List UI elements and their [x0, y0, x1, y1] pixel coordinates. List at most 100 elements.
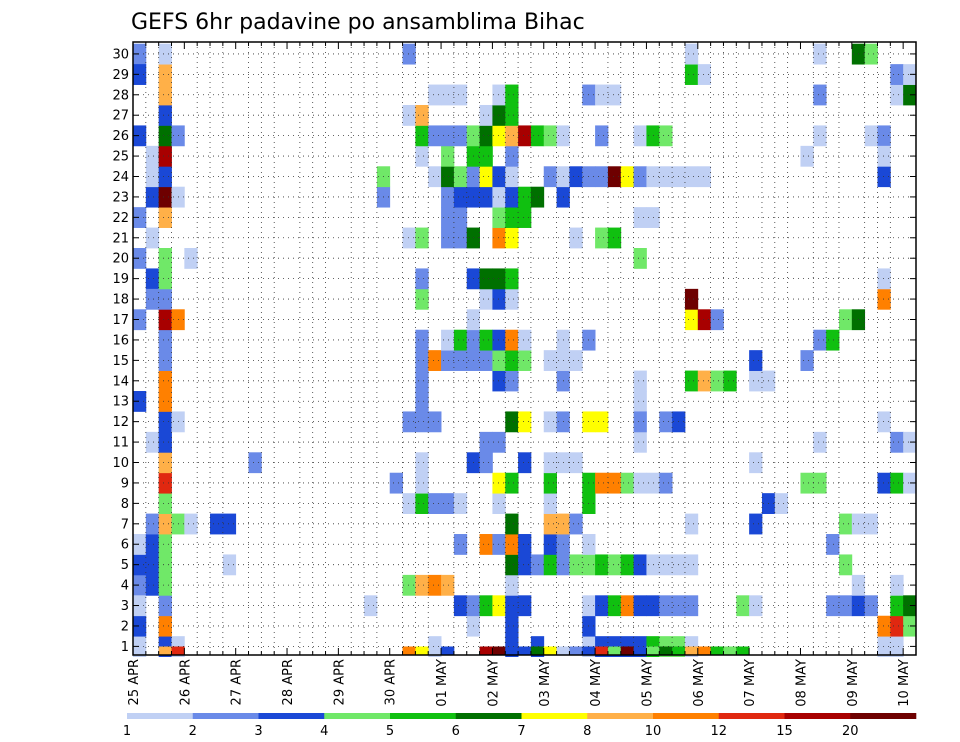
precip-cell [903, 64, 917, 85]
precip-cell [543, 452, 557, 474]
precip-cell [697, 370, 712, 392]
strip-cell [569, 646, 583, 655]
precip-cell [633, 595, 647, 617]
x-tick-label: 03 MAY [538, 659, 553, 707]
precip-cell [838, 554, 853, 576]
precip-cell [492, 595, 506, 617]
x-tick-label: 01 MAY [435, 659, 450, 707]
x-tick-label: 29 APR [332, 659, 347, 705]
precip-cell [633, 248, 647, 269]
precip-cell [684, 595, 699, 617]
precip-cell [505, 125, 519, 147]
strip-cell [710, 646, 724, 655]
colorbar-swatch [192, 713, 259, 719]
precip-cell [428, 636, 442, 657]
strip-cell [595, 646, 609, 655]
strip-cell [518, 646, 532, 655]
precip-cell [543, 472, 557, 494]
colorbar-label: 7 [517, 724, 525, 739]
precip-cell [684, 554, 699, 576]
precip-cell [479, 350, 493, 371]
precip-cell [210, 513, 224, 535]
precip-cell [145, 431, 160, 453]
precip-cell [518, 207, 532, 228]
precip-cell [518, 411, 532, 433]
precip-cell [415, 493, 429, 514]
precip-cell [569, 513, 583, 535]
precip-cell [158, 145, 172, 167]
precip-cell [530, 125, 545, 147]
strip-cell [171, 646, 185, 655]
colorbar-label: 4 [320, 724, 328, 739]
precip-cell [595, 84, 609, 106]
precip-cell [890, 574, 904, 596]
precip-cell [890, 64, 904, 85]
precip-cell [222, 554, 237, 576]
precip-cell [184, 248, 198, 269]
strip-cell [659, 646, 673, 655]
precip-cell [864, 125, 878, 147]
precip-cell [684, 288, 699, 310]
strip-cell [672, 646, 686, 655]
precip-cell [838, 309, 853, 331]
precip-cell [569, 227, 583, 249]
precip-cell [158, 43, 172, 65]
precip-cell [595, 554, 609, 576]
precip-cell [184, 513, 198, 535]
precip-cell [415, 145, 429, 167]
x-tick-label: 09 MAY [846, 659, 861, 707]
strip-cell [543, 646, 557, 655]
colorbar-label: 5 [386, 724, 394, 739]
precip-cell [453, 207, 468, 228]
precip-cell [659, 166, 673, 188]
bottom-strip [158, 646, 750, 655]
precip-cell [505, 472, 519, 494]
colorbar-swatch [653, 713, 720, 719]
colorbar-swatch [521, 713, 588, 719]
precip-cell [453, 84, 468, 106]
colorbar-label: 6 [452, 724, 460, 739]
precip-cell [800, 472, 814, 494]
precip-cell [620, 472, 635, 494]
precip-cell [453, 125, 468, 147]
precip-cell [505, 288, 519, 310]
precipitation-cells [133, 43, 917, 657]
precip-cell [633, 431, 647, 453]
precip-cell [441, 329, 455, 351]
precip-cell [492, 104, 506, 126]
precip-cell [607, 554, 622, 576]
precip-cell [441, 493, 455, 514]
y-tick-label: 23 [112, 190, 129, 205]
precip-cell [453, 329, 468, 351]
precip-cell [620, 595, 635, 617]
precip-cell [133, 636, 147, 657]
grid-lines [133, 42, 916, 655]
precip-cell [877, 145, 891, 167]
precip-cell [441, 125, 455, 147]
colorbar-swatch [127, 713, 194, 719]
precip-cell [479, 104, 493, 126]
precip-cell [402, 493, 416, 514]
chart-title: GEFS 6hr padavine po ansamblima Bihac [131, 10, 585, 35]
precip-cell [659, 125, 673, 147]
precip-cell [505, 329, 519, 351]
precip-cell [890, 84, 904, 106]
precip-cell [903, 84, 917, 106]
precip-cell [877, 166, 891, 188]
precip-cell [441, 350, 455, 371]
precip-cell [492, 431, 506, 453]
precip-cell [415, 329, 429, 351]
precip-cell [158, 554, 172, 576]
precip-cell [659, 554, 673, 576]
precip-cell [145, 166, 160, 188]
colorbar: 1 2 3 4 5 6 7 8 10 12 15 20 [123, 713, 917, 739]
precip-cell [492, 350, 506, 371]
precip-cell [158, 513, 172, 535]
precip-cell [890, 636, 904, 657]
precip-cell [158, 472, 172, 494]
colorbar-label: 3 [254, 724, 262, 739]
strip-cell [158, 646, 172, 655]
precip-cell [505, 513, 519, 535]
precip-cell [158, 125, 172, 147]
precip-cell [479, 595, 493, 617]
